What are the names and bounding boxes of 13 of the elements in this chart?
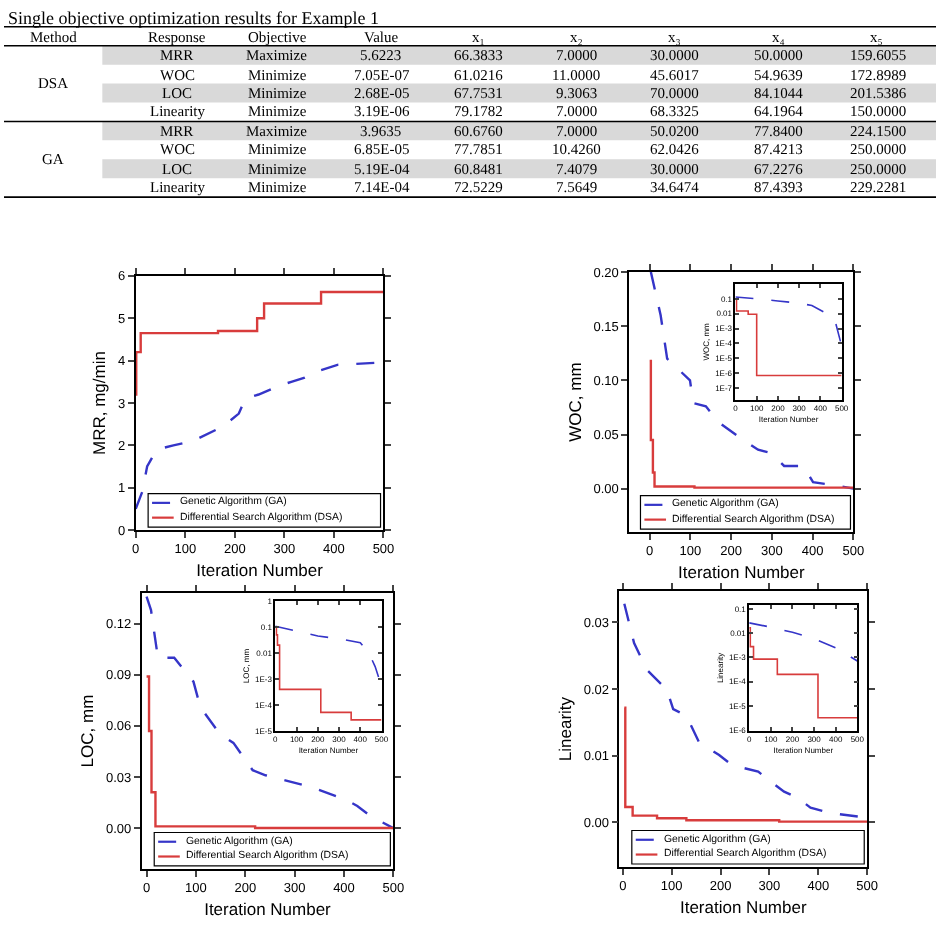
x-axis-title: Iteration Number [196,560,324,581]
y-axis-title: Linearity [554,695,575,762]
line-series [649,271,854,490]
line-series [749,622,858,662]
y-axis-title: MRR, mg/min [89,350,110,455]
y-axis-title: LOC, mm [76,694,97,768]
y-axis-title: WOC, mm [564,362,585,442]
x-axis-title: Iteration Number [678,562,805,583]
line-series [735,296,842,347]
x-axis-title: Iteration Number [204,899,332,920]
line-series [145,595,394,830]
x-axis-title: Iteration Number [680,897,807,918]
text: Single objective optimization results for Example 1 [8,8,379,28]
